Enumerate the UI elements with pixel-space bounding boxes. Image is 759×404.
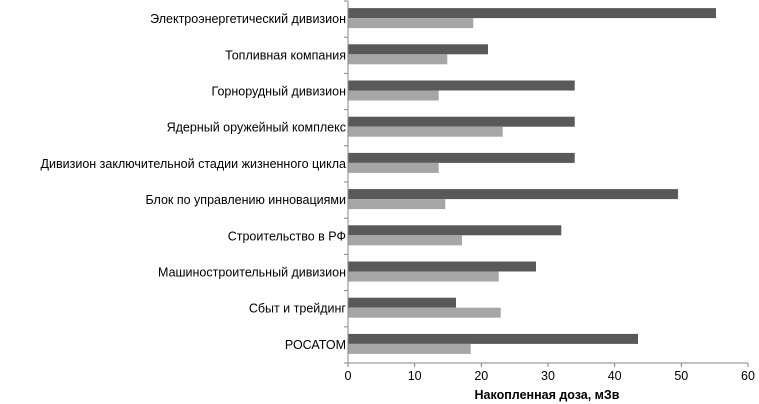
category-label: РОСАТОМ bbox=[285, 338, 346, 352]
bar-series-2-2 bbox=[348, 54, 448, 65]
x-axis-title: Накопленная доза, мЗв bbox=[475, 388, 620, 402]
bar-series-1-3 bbox=[348, 80, 575, 91]
category-label: Сбыт и трейдинг bbox=[249, 302, 347, 316]
category-label: Машиностроительный дивизион bbox=[158, 266, 346, 280]
bar-series-1-8 bbox=[348, 261, 536, 272]
bar-series-1-7 bbox=[348, 225, 562, 236]
category-label: Электроэнергетический дивизион bbox=[150, 12, 346, 26]
category-label: Топливная компания bbox=[225, 48, 346, 62]
x-tick-label: 50 bbox=[674, 369, 688, 383]
bar-series-2-10 bbox=[348, 343, 471, 354]
category-label: Строительство в РФ bbox=[228, 229, 346, 243]
bar-series-2-4 bbox=[348, 126, 503, 137]
category-label: Блок по управлению инновациями bbox=[145, 193, 346, 207]
x-tick-label: 0 bbox=[345, 369, 352, 383]
category-label: Ядерный оружейный комплекс bbox=[167, 121, 346, 135]
bar-series-1-10 bbox=[348, 333, 638, 344]
bar-series-1-5 bbox=[348, 152, 575, 163]
bar-series-2-5 bbox=[348, 162, 439, 173]
bar-series-2-3 bbox=[348, 90, 439, 101]
bar-series-1-4 bbox=[348, 116, 575, 127]
bar-series-1-2 bbox=[348, 44, 488, 55]
x-tick-labels: 0 10 20 30 40 50 60 bbox=[345, 369, 755, 383]
x-tick-label: 30 bbox=[541, 369, 555, 383]
category-label: Дивизион заключительной стадии жизненног… bbox=[41, 157, 346, 171]
bars-group bbox=[348, 8, 716, 354]
bar-series-1-6 bbox=[348, 189, 678, 200]
bar-series-2-8 bbox=[348, 271, 499, 282]
bar-series-1-9 bbox=[348, 297, 456, 308]
bar-series-2-6 bbox=[348, 199, 446, 210]
x-tick-label: 10 bbox=[408, 369, 422, 383]
x-tick-label: 20 bbox=[474, 369, 488, 383]
category-labels: Электроэнергетический дивизион Топливная … bbox=[41, 12, 347, 352]
bar-series-2-7 bbox=[348, 235, 462, 246]
x-tick-label: 60 bbox=[741, 369, 755, 383]
category-label: Горнорудный дивизион bbox=[212, 85, 347, 99]
bar-series-2-1 bbox=[348, 18, 474, 29]
bar-series-1-1 bbox=[348, 8, 716, 19]
axes-group bbox=[344, 0, 749, 367]
x-tick-label: 40 bbox=[608, 369, 622, 383]
bar-series-2-9 bbox=[348, 307, 501, 318]
